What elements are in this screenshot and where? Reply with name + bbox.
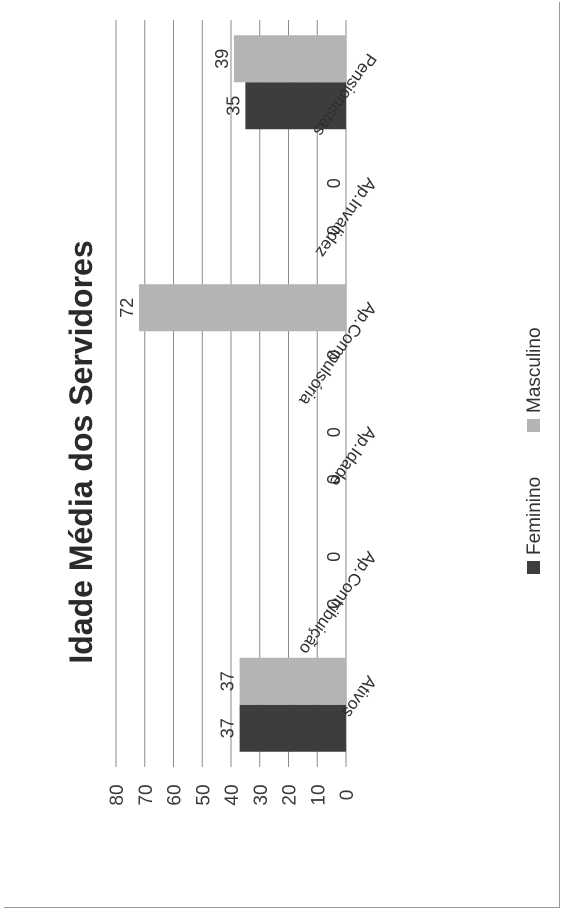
value-axis-ticks: 0 10 20 30 40 50 60 70 80 xyxy=(107,784,358,805)
tick-label-80: 80 xyxy=(107,784,128,805)
category-label-ap-contribuicao: Ap.Contribuição xyxy=(295,548,380,658)
bars xyxy=(139,35,346,752)
gridlines xyxy=(115,20,347,767)
chart-title: Idade Média dos Servidores xyxy=(63,240,99,663)
data-label-feminino-ap-idade: 0 xyxy=(324,474,344,484)
tick-label-10: 10 xyxy=(308,784,329,805)
bar-feminino-pensionistas xyxy=(245,82,346,130)
category-labels: AtivosAp.ContribuiçãoAp.IdadeAp.Compulsó… xyxy=(295,50,380,721)
data-label-masculino-pensionistas: 39 xyxy=(212,49,232,69)
data-label-feminino-ap-compulsoria: 0 xyxy=(324,350,344,360)
tick-label-40: 40 xyxy=(222,784,243,805)
legend-swatch-feminino xyxy=(527,561,540,574)
data-label-feminino-ap-invalidez: 0 xyxy=(324,225,344,235)
data-label-feminino-ap-contribuicao: 0 xyxy=(324,599,344,609)
data-label-masculino-ap-idade: 0 xyxy=(324,427,344,437)
data-label-masculino-ativos: 37 xyxy=(218,671,238,691)
bar-masculino-ativos xyxy=(239,657,346,705)
data-label-feminino-ativos: 37 xyxy=(218,718,238,738)
bar-masculino-ap-compulsoria xyxy=(139,284,346,332)
legend-label-masculino: Masculino xyxy=(524,327,545,413)
tick-label-30: 30 xyxy=(251,784,272,805)
tick-label-50: 50 xyxy=(193,784,214,805)
data-label-masculino-ap-compulsoria: 72 xyxy=(117,298,137,318)
tick-label-70: 70 xyxy=(136,784,157,805)
legend-label-feminino: Feminino xyxy=(524,477,545,555)
data-label-feminino-pensionistas: 35 xyxy=(223,96,243,116)
legend: Feminino Masculino xyxy=(524,327,545,574)
tick-label-0: 0 xyxy=(337,790,358,801)
data-labels: 37 37 0 0 0 0 0 72 0 0 35 39 xyxy=(117,49,344,739)
chart-frame xyxy=(4,2,560,908)
bar-feminino-ativos xyxy=(239,704,346,752)
bar-masculino-pensionistas xyxy=(233,35,346,83)
data-label-masculino-ap-contribuicao: 0 xyxy=(324,552,344,562)
tick-label-20: 20 xyxy=(280,784,301,805)
legend-swatch-masculino xyxy=(527,419,540,432)
tick-label-60: 60 xyxy=(165,784,186,805)
data-label-masculino-ap-invalidez: 0 xyxy=(324,178,344,188)
